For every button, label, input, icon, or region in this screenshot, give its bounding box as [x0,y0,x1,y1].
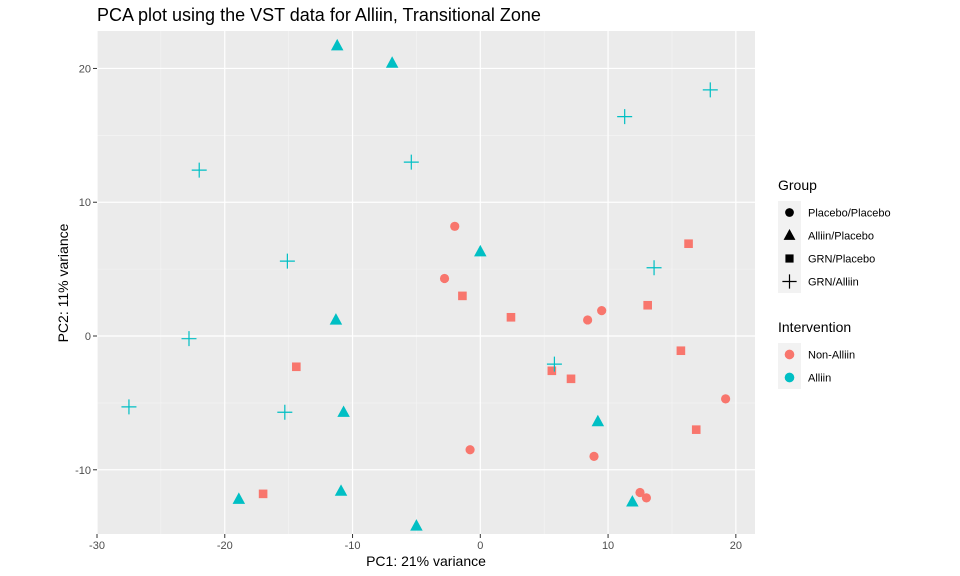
data-point-square [258,489,268,499]
legend-label: Alliin/Placebo [808,231,874,243]
legend-title: Group [778,177,817,193]
x-tick-label: 10 [602,540,614,552]
y-axis: -10 0 10 20 [75,63,97,477]
x-tick-label: -30 [89,540,105,552]
data-point-circle [450,221,460,231]
data-point-plus [279,253,295,269]
data-point-plus [702,82,718,98]
data-point-circle [583,315,593,325]
legend-label: GRN/Alliin [808,277,859,289]
legend-circle-icon [785,208,794,217]
data-point-plus [617,109,633,125]
data-point-triangle [410,519,423,531]
data-point-triangle [385,56,399,68]
data-point-square [684,239,693,249]
data-point-square [676,346,686,356]
x-tick-label: -10 [345,540,361,552]
data-point-circle [465,445,475,455]
y-tick-label: 10 [79,197,91,209]
legend-triangle-icon [783,229,796,240]
legend-square-icon [785,254,794,263]
data-point-triangle [330,38,344,51]
data-point-plus [277,404,293,420]
data-point-circle [597,305,607,316]
x-tick-label: -20 [217,540,233,552]
data-point-plus [546,356,562,372]
x-axis: -30 -20 -10 0 10 20 [89,534,742,552]
y-axis-title: PC2: 11% variance [55,223,71,342]
y-tick-label: 0 [85,331,91,343]
data-point-plus [191,162,207,178]
data-point-circle [641,493,651,503]
data-point-plus [121,399,137,415]
legend-label: Alliin [808,373,831,385]
legend-color-swatch [784,372,795,383]
x-axis-title: PC1: 21% variance [366,553,486,569]
y-tick-label: 20 [79,63,91,75]
data-point-plus [403,154,419,170]
data-point-square [506,312,516,322]
data-point-square [547,366,557,376]
chart-title: PCA plot using the VST data for Alliin, … [97,5,541,25]
data-point-triangle [626,495,639,507]
major-gridlines [96,31,755,534]
data-point-square [643,300,652,310]
data-point-square [292,362,301,372]
data-point-circle [439,273,450,284]
x-tick-label: 0 [477,540,483,552]
data-point-triangle [591,414,605,427]
legend-color-swatch [784,349,795,360]
minor-gridlines [97,31,755,534]
data-points [121,38,731,531]
x-tick-label: 20 [730,540,742,552]
data-point-square [691,425,701,434]
data-point-triangle [334,484,348,496]
data-point-plus [181,331,197,347]
data-point-circle [589,451,599,462]
data-point-circle [721,394,731,404]
legend-plus-icon [782,274,797,289]
data-point-triangle [474,244,487,257]
legend-title: Intervention [778,319,851,335]
data-point-triangle [232,492,246,504]
legend-label: GRN/Placebo [808,254,875,266]
legend: Group Placebo/Placebo Alliin/Placebo GRN/Pl… [778,177,891,389]
data-point-triangle [337,405,350,417]
data-point-square [458,291,467,301]
legend-label: Placebo/Placebo [808,208,891,220]
plot-panel [97,31,755,534]
data-point-plus [646,260,662,276]
data-point-square [566,374,576,384]
y-tick-label: -10 [75,465,91,477]
data-point-triangle [329,313,343,325]
data-point-circle [635,487,645,498]
legend-label: Non-Alliin [808,350,855,362]
